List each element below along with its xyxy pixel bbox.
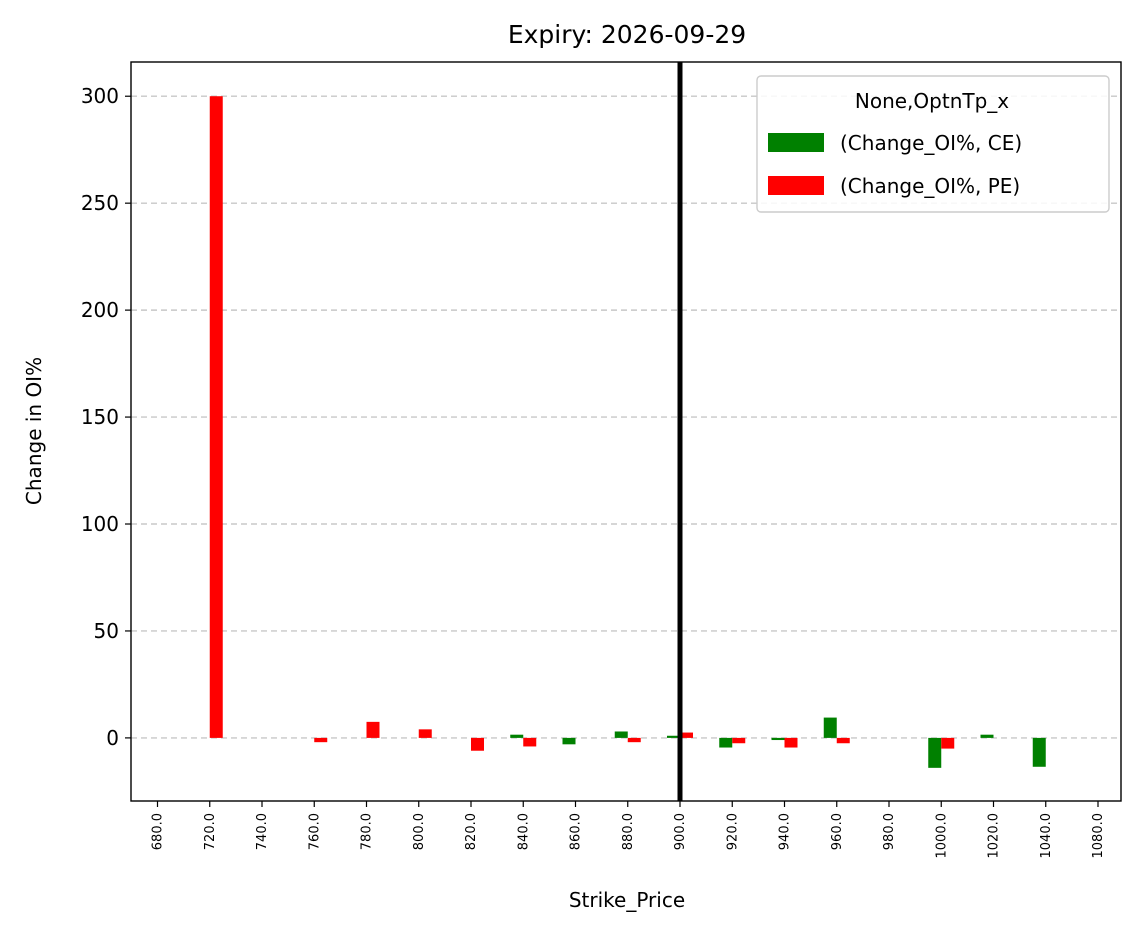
x-tick-label: 960.0 <box>830 813 845 850</box>
x-tick-label: 780.0 <box>360 813 375 850</box>
x-tick-label: 800.0 <box>412 813 427 850</box>
bar-ce-860.0 <box>562 737 576 745</box>
x-tick-label: 920.0 <box>725 813 740 850</box>
plot-area-frame <box>130 61 1122 802</box>
x-tick-label: 1040.0 <box>1039 813 1054 859</box>
bar-pe-960.0 <box>836 737 850 744</box>
bar-pe-820.0 <box>471 737 484 751</box>
y-tick-label: 300 <box>81 84 119 108</box>
x-tick-label: 880.0 <box>621 813 636 850</box>
bar-ce-1000.0 <box>928 737 942 768</box>
x-tick-label: 940.0 <box>778 813 793 850</box>
bar-pe-720.0 <box>209 96 223 738</box>
x-tick-label: 1000.0 <box>934 813 949 859</box>
legend-title: None,OptnTp_x <box>855 89 1009 113</box>
bar-pe-900.0 <box>680 732 693 738</box>
y-tick-label: 0 <box>106 726 119 750</box>
bar-ce-880.0 <box>614 731 628 738</box>
bar-ce-960.0 <box>823 717 837 738</box>
bar-ce-840.0 <box>510 734 524 738</box>
x-tick-label: 1080.0 <box>1091 813 1106 859</box>
bar-pe-1000.0 <box>941 737 955 749</box>
x-tick-label: 820.0 <box>464 813 479 850</box>
bar-pe-800.0 <box>418 729 432 738</box>
legend-box <box>756 75 1110 213</box>
x-tick-label: 720.0 <box>203 813 218 850</box>
x-tick-label: 900.0 <box>673 813 688 850</box>
x-tick-label: 680.0 <box>151 813 166 850</box>
bar-pe-920.0 <box>732 737 746 744</box>
bar-ce-900.0 <box>667 735 680 738</box>
legend: None,OptnTp_x (Change_OI%, CE) (Change_O… <box>756 75 1110 213</box>
bar-pe-940.0 <box>784 737 798 748</box>
x-tick-label: 760.0 <box>307 813 322 850</box>
bar-ce-920.0 <box>719 737 733 748</box>
bar-ce-1020.0 <box>980 734 994 738</box>
y-tick-label: 250 <box>81 191 119 215</box>
x-tick-label: 1020.0 <box>987 813 1002 859</box>
bar-pe-780.0 <box>366 721 380 738</box>
legend-swatch <box>768 176 824 195</box>
bar-pe-760.0 <box>314 737 328 743</box>
bar-pe-840.0 <box>523 737 537 747</box>
y-tick-label: 50 <box>94 619 119 643</box>
x-tick-label: 740.0 <box>255 813 270 850</box>
bar-ce-1040.0 <box>1032 737 1046 767</box>
y-tick-label: 150 <box>81 405 119 429</box>
legend-entry-label: (Change_OI%, PE) <box>840 174 1020 198</box>
x-tick-label: 980.0 <box>882 813 897 850</box>
bar-pe-880.0 <box>627 737 641 743</box>
y-tick-label: 100 <box>81 512 119 536</box>
x-tick-label: 840.0 <box>516 813 531 850</box>
bar-ce-940.0 <box>771 737 785 741</box>
x-axis-label: Strike_Price <box>569 888 685 912</box>
x-tick-label: 860.0 <box>569 813 584 850</box>
legend-swatch <box>768 133 824 152</box>
legend-entry-label: (Change_OI%, CE) <box>840 131 1022 155</box>
y-tick-label: 200 <box>81 298 119 322</box>
y-axis-label: Change in OI% <box>22 357 46 505</box>
chart-title: Expiry: 2026-09-29 <box>508 20 746 49</box>
